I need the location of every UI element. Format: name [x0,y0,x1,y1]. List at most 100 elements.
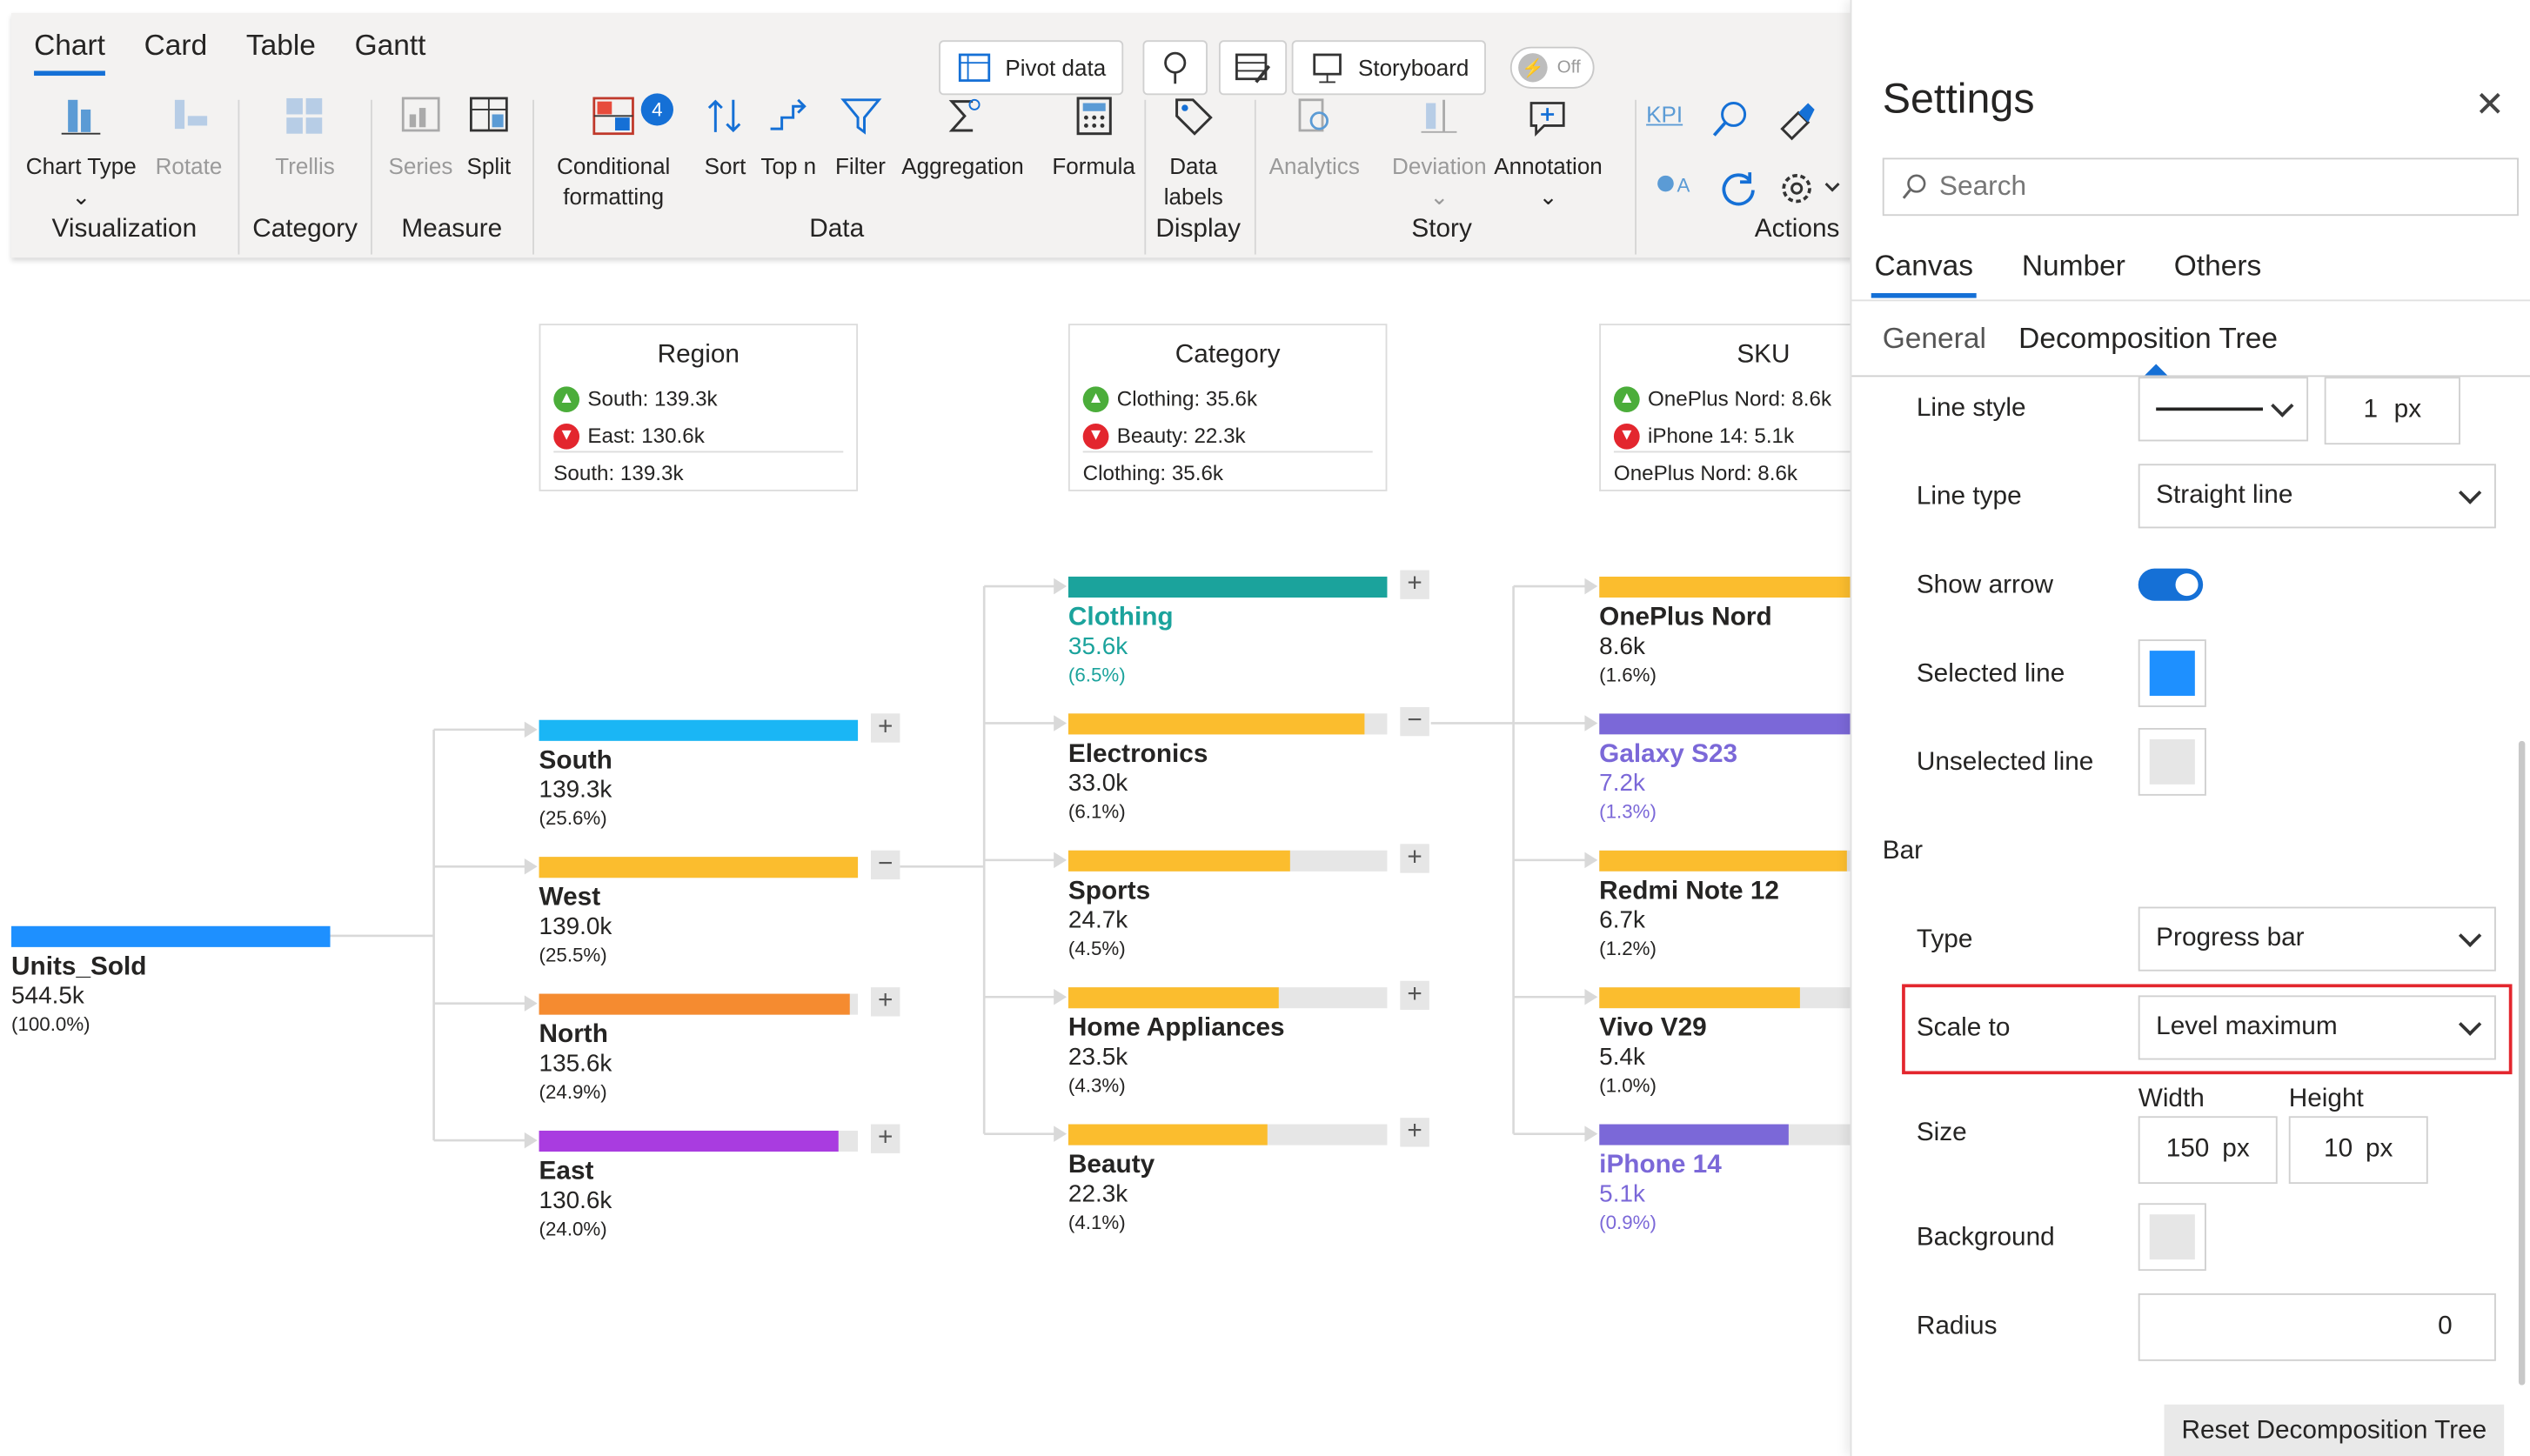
subtab-general[interactable]: General [1882,322,1986,355]
tree-connectors [328,578,1598,1149]
tab-number[interactable]: Number [2021,250,2125,283]
tree-node-skus[interactable]: Redmi Note 12 6.7k (1.2%) [1599,850,1851,962]
formula-button[interactable]: Formula [1052,93,1135,182]
series-button[interactable]: Series [389,93,452,182]
conditional-formatting-button[interactable]: Conditional formatting [557,93,670,212]
bar-height-input[interactable]: 10 px [2288,1116,2428,1185]
deviation-button[interactable]: Deviation ⌄ [1392,93,1487,212]
line-style-select[interactable] [2138,377,2309,442]
size-label: Size [1916,1119,1967,1147]
pivot-data-button[interactable]: Pivot data [939,40,1124,96]
collapse-icon[interactable]: − [1400,706,1429,737]
storyboard-button[interactable]: Storyboard [1291,40,1487,96]
tab-table[interactable]: Table [245,29,316,62]
sort-button[interactable]: Sort [702,93,747,182]
ribbon-separator [1635,99,1636,255]
tree-node-root[interactable]: Units_Sold 544.5k (100.0%) [11,925,331,1038]
sku-header-card[interactable]: SKU ▲ OnePlus Nord: 8.6k ▼ iPhone 14: 5.1k… [1599,324,1851,491]
node-name: Redmi Note 12 [1599,878,1779,905]
storyboard-icon [1313,53,1342,83]
tab-gantt[interactable]: Gantt [354,29,426,62]
radius-label: Radius [1916,1312,1998,1340]
active-subtab-indicator [2143,364,2170,377]
chart-type-button[interactable]: Chart Type ⌄ [26,93,137,212]
settings-scrollbar[interactable] [2518,740,2526,1386]
unselected-line-color-picker[interactable] [2138,728,2206,796]
collapse-icon[interactable]: − [870,850,900,880]
node-name: Clothing [1068,604,1174,631]
expand-icon[interactable]: + [870,987,900,1017]
paint-button[interactable] [1776,97,1821,155]
selected-line-color-picker[interactable] [2138,639,2206,707]
expand-icon[interactable]: + [1400,844,1429,873]
clear-filter-button[interactable] [1142,40,1208,96]
tree-node-regions[interactable]: + North 135.6k (24.9%) [539,987,900,1105]
analytics-button[interactable]: Analytics [1269,93,1360,182]
expand-icon[interactable]: + [1400,980,1429,1011]
tree-node-regions[interactable]: + East 130.6k (24.0%) [539,1124,900,1242]
line-type-select[interactable]: Straight line [2138,464,2496,529]
search-icon [1708,97,1753,142]
expand-icon[interactable]: + [870,713,900,743]
filter-icon [838,93,883,138]
expand-icon[interactable]: + [1400,570,1429,599]
split-button[interactable]: Split [466,93,512,182]
reset-decomposition-tree-button[interactable]: Reset Decomposition Tree [2164,1404,2505,1456]
tree-node-skus[interactable]: iPhone 14 5.1k (0.9%) [1599,1124,1851,1236]
header-bottom-value: iPhone 14: 5.1k [1647,424,1795,448]
kpi-button[interactable]: KPI [1646,100,1683,130]
show-arrow-toggle[interactable] [2138,568,2204,601]
tab-card[interactable]: Card [144,29,208,62]
annotation-button[interactable]: Annotation ⌄ [1494,93,1603,212]
bar-type-select[interactable]: Progress bar [2138,906,2496,972]
rotate-button[interactable]: Rotate [155,93,223,182]
bar-width-unit: px [2222,1135,2250,1163]
calculator-icon [1071,93,1116,138]
tab-chart[interactable]: Chart [34,29,105,77]
tree-node-skus[interactable]: OnePlus Nord 8.6k (1.6%) [1599,576,1851,688]
bar-type-value: Progress bar [2156,924,2305,952]
tree-node-skus[interactable]: Galaxy S23 7.2k (1.3%) [1599,713,1851,825]
search-button[interactable] [1708,97,1753,155]
close-icon[interactable]: ✕ [2474,83,2506,124]
node-bar-fill [1599,713,1851,735]
aggregation-button[interactable]: Aggregation [901,93,1024,182]
refresh-button[interactable] [1717,168,1759,210]
top-n-button[interactable]: Top n [760,93,816,182]
bar-radius-input[interactable]: 0 [2138,1292,2496,1361]
expand-icon[interactable]: + [870,1124,900,1153]
kpi-toggle[interactable]: A [1654,168,1699,200]
solid-line-icon [2156,407,2263,411]
tree-node-categories[interactable]: − Electronics 33.0k (6.1%) [1068,706,1429,825]
bar-background-color-picker[interactable] [2138,1203,2206,1272]
rotate-label: Rotate [155,152,223,179]
bar-width-input[interactable]: 150 px [2138,1116,2278,1185]
tab-others[interactable]: Others [2173,250,2262,283]
tree-node-categories[interactable]: + Beauty 22.3k (4.1%) [1068,1118,1429,1236]
expand-icon[interactable]: + [1400,1118,1429,1147]
node-bar-fill [539,1130,839,1152]
tree-node-categories[interactable]: + Sports 24.7k (4.5%) [1068,844,1429,962]
tree-node-categories[interactable]: + Home Appliances 23.5k (4.3%) [1068,980,1429,1099]
filter-button[interactable]: Filter [835,93,886,182]
settings-gear-button[interactable] [1776,168,1844,210]
line-width-input[interactable]: 1 px [2324,377,2460,445]
tree-node-categories[interactable]: + Clothing 35.6k (6.5%) [1068,570,1429,688]
tree-node-regions[interactable]: + South 139.3k (25.6%) [539,713,900,832]
tree-node-regions[interactable]: − West 139.0k (25.5%) [539,850,900,968]
live-toggle[interactable]: ⚡ Off [1509,46,1595,89]
header-top-value: Clothing: 35.6k [1116,386,1258,411]
region-header-card[interactable]: Region ▲ South: 139.3k ▼ East: 130.6k Sout… [539,324,859,491]
tab-canvas[interactable]: Canvas [1871,250,1977,298]
category-header-card[interactable]: Category ▲ Clothing: 35.6k ▼ Beauty: 22.3k… [1068,324,1388,491]
settings-search-input[interactable]: Search [1882,157,2519,217]
scale-to-select[interactable]: Level maximum [2138,995,2496,1060]
tabs-divider [1851,299,2530,302]
data-labels-button[interactable]: Data labels [1164,93,1223,212]
bar-height-value: 10 [2324,1135,2353,1163]
table-edit-button[interactable] [1218,40,1288,96]
subtab-decomposition-tree[interactable]: Decomposition Tree [2018,322,2278,355]
tree-node-skus[interactable]: Vivo V29 5.4k (1.0%) [1599,987,1851,1099]
trellis-button[interactable]: Trellis [275,93,335,182]
node-bar-fill [1068,987,1279,1009]
